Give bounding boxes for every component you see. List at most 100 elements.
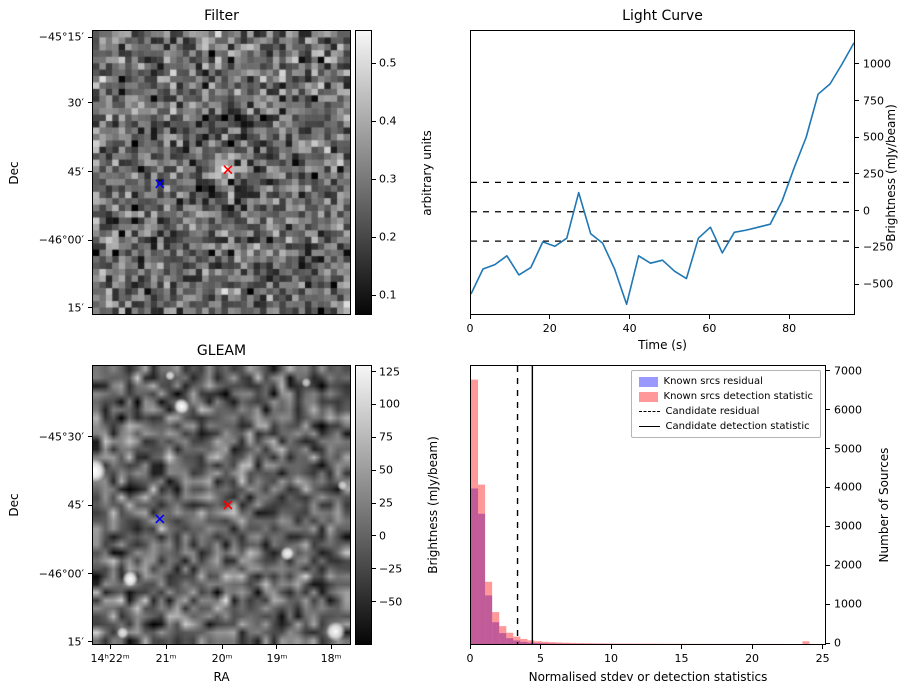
tick-mark xyxy=(372,294,376,296)
tick-label: −46°00′ xyxy=(38,233,84,247)
tick-label: 21ᵐ xyxy=(155,652,177,665)
tick-label: 7000 xyxy=(834,364,862,378)
legend-label-candidate-detstat: Candidate detection statistic xyxy=(665,421,810,432)
tick-label: −46°00′ xyxy=(38,567,84,581)
gleam-ylabel: Dec xyxy=(7,493,21,517)
tick-mark xyxy=(469,315,471,319)
hist-bar xyxy=(492,612,500,644)
lightcurve-xlabel: Time (s) xyxy=(638,338,687,352)
histogram-xlabel: Normalised stdev or detection statistics xyxy=(528,670,768,684)
hist-bar xyxy=(534,643,542,644)
tick-label: 14ʰ22ᵐ xyxy=(90,652,130,665)
dashed-line-swatch xyxy=(638,411,660,412)
filter-image-panel xyxy=(92,30,351,315)
tick-label: 0.4 xyxy=(379,114,397,128)
lightcurve-plot-area xyxy=(470,30,855,315)
hist-bar xyxy=(520,641,528,644)
tick-label: 45′ xyxy=(67,498,85,512)
tick-mark xyxy=(826,642,830,644)
legend-item-known-residual: Known srcs residual xyxy=(638,376,813,387)
filter-colorbar-label: arbitrary units xyxy=(420,129,434,216)
legend-item-candidate-detstat: Candidate detection statistic xyxy=(638,421,813,432)
tick-mark xyxy=(708,315,710,319)
tick-label: 0.3 xyxy=(379,172,397,186)
tick-mark xyxy=(372,403,376,405)
tick-label: 15′ xyxy=(67,635,85,649)
tick-label: 3000 xyxy=(834,519,862,533)
tick-label: 2000 xyxy=(834,558,862,572)
hist-bar xyxy=(569,642,577,644)
tick-label: 1000 xyxy=(834,597,862,611)
filter-ylabel: Dec xyxy=(7,160,21,185)
tick-mark xyxy=(372,120,376,122)
hist-bar xyxy=(513,636,521,644)
candidate-x-marker xyxy=(223,500,233,510)
tick-mark xyxy=(88,436,92,438)
tick-mark xyxy=(549,315,551,319)
tick-mark xyxy=(372,371,376,373)
light-curve-line xyxy=(471,42,854,306)
tick-mark xyxy=(372,502,376,504)
tick-mark xyxy=(88,171,92,173)
tick-label: 45′ xyxy=(67,165,85,179)
gleam-sky-image xyxy=(93,366,350,644)
hist-bar xyxy=(548,642,556,644)
hist-bar xyxy=(499,633,507,644)
lightcurve-svg xyxy=(471,42,854,306)
histogram-plot-area: Known srcs residual Known srcs detection… xyxy=(470,365,826,645)
lightcurve-title: Light Curve xyxy=(622,8,703,24)
solid-line-swatch xyxy=(638,426,660,427)
hist-bar xyxy=(527,642,535,644)
hist-bar xyxy=(802,641,810,644)
filter-noise-image xyxy=(93,31,350,314)
tick-mark xyxy=(88,641,92,643)
filter-colorbar xyxy=(355,30,372,315)
tick-mark xyxy=(88,102,92,104)
tick-mark xyxy=(88,504,92,506)
tick-mark xyxy=(855,173,859,175)
tick-mark xyxy=(855,63,859,65)
tick-label: 0 xyxy=(863,204,870,218)
histogram-ylabel: Number of Sources xyxy=(877,447,891,563)
tick-mark xyxy=(855,100,859,102)
tick-mark xyxy=(826,448,830,450)
tick-label: 0 xyxy=(466,652,474,665)
tick-label: −45°30′ xyxy=(38,430,84,444)
hist-bar xyxy=(527,640,535,644)
tick-mark xyxy=(330,645,332,649)
hist-bar xyxy=(520,638,528,644)
tick-mark xyxy=(372,436,376,438)
tick-mark xyxy=(540,645,542,649)
tick-mark xyxy=(826,486,830,488)
hist-bar xyxy=(478,513,486,644)
hist-bar xyxy=(485,581,493,644)
known-source-x-marker xyxy=(155,514,165,524)
tick-mark xyxy=(751,645,753,649)
hist-bar xyxy=(513,640,521,644)
legend-item-candidate-residual: Candidate residual xyxy=(638,406,813,417)
tick-label: 15′ xyxy=(67,301,85,315)
tick-mark xyxy=(855,210,859,212)
tick-label: 60 xyxy=(702,322,717,335)
hist-bar xyxy=(492,622,500,644)
tick-label: −45°15′ xyxy=(38,30,84,44)
tick-label: 0.1 xyxy=(379,288,397,302)
tick-mark xyxy=(855,246,859,248)
hist-bar xyxy=(485,595,493,644)
tick-label: 18ᵐ xyxy=(320,652,342,665)
hist-bar xyxy=(576,643,584,644)
histogram-svg xyxy=(471,366,824,644)
tick-mark xyxy=(165,645,167,649)
tick-mark xyxy=(469,645,471,649)
lightcurve-ylabel: Brightness (mJy/beam) xyxy=(884,103,898,242)
hist-bar xyxy=(471,379,479,644)
hist-bar xyxy=(534,641,542,644)
tick-mark xyxy=(88,307,92,309)
tick-label: −25 xyxy=(379,562,403,576)
tick-label: 5 xyxy=(537,652,545,665)
tick-mark xyxy=(372,568,376,570)
tick-label: 250 xyxy=(863,167,884,181)
tick-mark xyxy=(826,370,830,372)
hist-bar xyxy=(471,488,479,644)
gleam-colorbar-label: Brightness (mJy/beam) xyxy=(426,436,440,574)
